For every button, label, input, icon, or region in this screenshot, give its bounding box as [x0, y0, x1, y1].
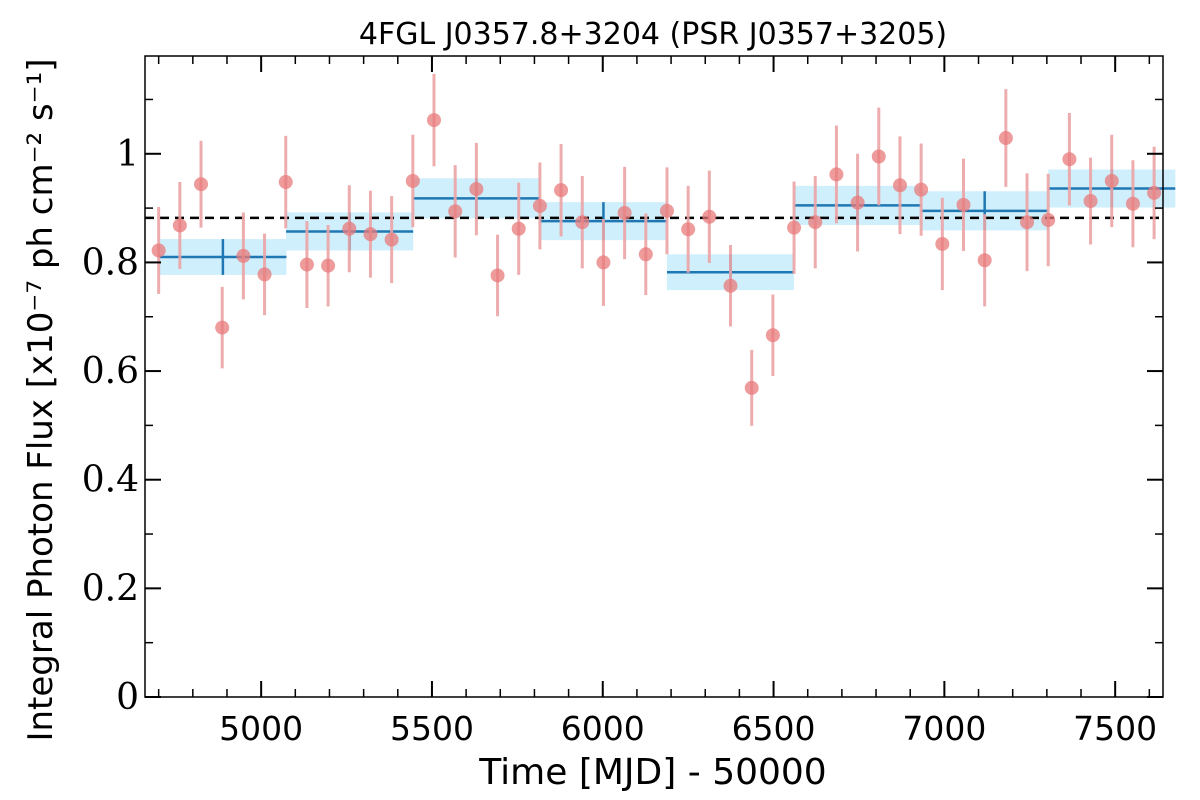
data-point	[469, 182, 484, 197]
data-point	[1125, 196, 1140, 211]
x-tick-label: 7000	[902, 709, 986, 748]
data-point	[321, 258, 336, 273]
data-point	[405, 173, 420, 188]
data-point	[659, 203, 674, 218]
data-point	[1020, 215, 1035, 230]
data-point	[172, 218, 187, 233]
data-point	[808, 215, 823, 230]
x-tick-label: 6500	[732, 709, 816, 748]
data-point	[1062, 152, 1077, 167]
data-point	[935, 236, 950, 251]
data-point	[342, 221, 357, 236]
axes-frame	[144, 55, 1164, 698]
data-point	[871, 149, 886, 164]
data-point	[363, 227, 378, 242]
data-point	[554, 183, 569, 198]
data-point	[257, 267, 272, 282]
data-point	[892, 178, 907, 193]
data-point	[278, 175, 293, 190]
x-tick-label: 6000	[561, 709, 645, 748]
x-axis-label: Time [MJD] - 50000	[478, 752, 826, 793]
data-point	[681, 222, 696, 237]
data-point	[998, 131, 1013, 146]
data-point	[1104, 173, 1119, 188]
plot-area: 5000 5500 6000 6500 7000 7500 0 0.2 0.4 0.6 0.8 1	[82, 55, 1176, 748]
data-point	[384, 232, 399, 247]
x-tick-label: 7500	[1073, 709, 1157, 748]
y-axis-label: Integral Photon Flux [x10⁻⁷ ph cm⁻² s⁻¹]	[21, 58, 61, 741]
data-point	[702, 209, 717, 224]
chart-title: 4FGL J0357.8+3204 (PSR J0357+3205)	[359, 17, 947, 52]
data-point	[151, 243, 166, 258]
data-point	[723, 278, 738, 293]
data-point	[1041, 213, 1056, 228]
data-point	[787, 220, 802, 235]
data-point	[194, 177, 209, 192]
data-point	[1147, 185, 1162, 200]
y-tick-label: 0.8	[82, 242, 139, 283]
data-point	[617, 205, 632, 220]
data-point	[448, 204, 463, 219]
data-point	[638, 247, 653, 262]
data-point	[596, 255, 611, 270]
data-point	[215, 320, 230, 335]
data-point	[765, 328, 780, 343]
data-point	[427, 113, 442, 128]
data-point	[490, 268, 505, 283]
y-tick-label: 1	[116, 134, 139, 175]
y-tick-label: 0.6	[82, 351, 139, 392]
data-point	[829, 167, 844, 182]
data-point	[977, 253, 992, 268]
data-point	[850, 195, 865, 210]
data-point	[914, 182, 929, 197]
data-point	[956, 197, 971, 212]
y-tick-label: 0	[116, 677, 139, 718]
x-tick-label: 5000	[219, 709, 303, 748]
data-point	[299, 257, 314, 272]
data-point	[511, 221, 526, 236]
data-point	[236, 248, 251, 263]
y-tick-label: 0.2	[82, 568, 139, 609]
data-point	[575, 215, 590, 230]
data-point	[744, 380, 759, 395]
x-tick-label: 5500	[390, 709, 474, 748]
y-tick-label: 0.4	[82, 460, 139, 501]
data-point	[1083, 194, 1098, 209]
data-point	[532, 198, 547, 213]
